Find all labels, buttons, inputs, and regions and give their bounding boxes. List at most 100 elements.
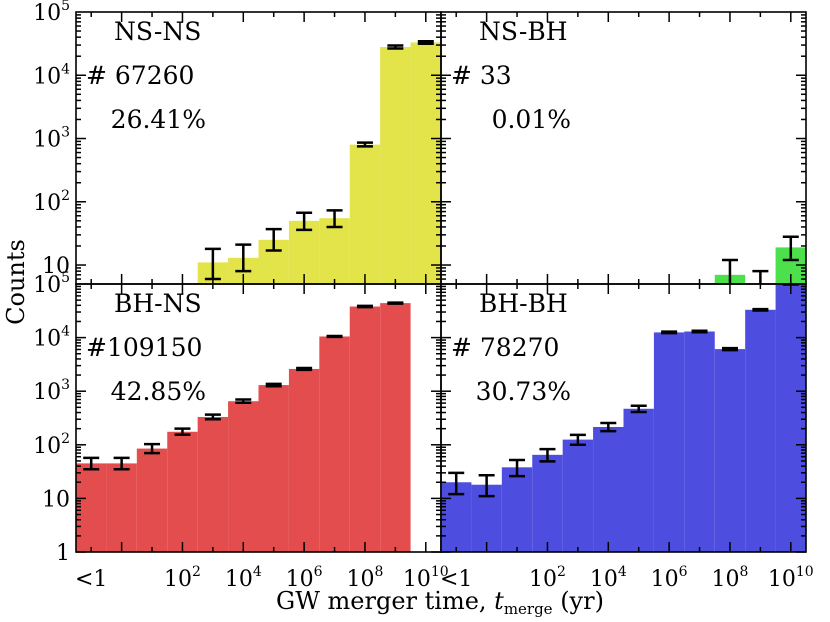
xtick-label-bottom-left-4-base: 10 bbox=[346, 567, 374, 592]
panel-top-left: NS-NS # 67260 26.41% bbox=[75, 11, 442, 285]
xtick-label-bottom-left-0-base: <1 bbox=[75, 567, 107, 592]
bar-bottom-right-6 bbox=[623, 408, 654, 552]
bar-top-left-8 bbox=[319, 218, 350, 284]
bar-bottom-left-9 bbox=[349, 306, 381, 552]
panel-percent-top-left: 26.41% bbox=[111, 105, 206, 134]
xtick-label-bottom-right-1-base: 10 bbox=[529, 567, 557, 592]
ytick-label-bottom-2-exp: 2 bbox=[61, 431, 70, 447]
xtick-label-bottom-left-5-exp: 10 bbox=[431, 564, 449, 580]
x-axis-label-var: t bbox=[494, 587, 504, 615]
ytick-label-top-2: 103 bbox=[33, 125, 70, 153]
x-axis-label-prefix: GW merger time, bbox=[276, 587, 494, 615]
ytick-label-top-2-exp: 3 bbox=[61, 125, 70, 141]
xtick-label-bottom-right-0-base: <1 bbox=[440, 567, 472, 592]
xtick-label-bottom-right-4: 108 bbox=[711, 564, 748, 592]
panel-inner-bottom-right bbox=[441, 284, 806, 552]
panel-count-top-left: # 67260 bbox=[86, 61, 194, 90]
ytick-label-bottom-1-base: 10 bbox=[42, 487, 70, 512]
ytick-label-bottom-4-base: 10 bbox=[33, 327, 61, 352]
bar-bottom-left-3 bbox=[167, 431, 198, 552]
ytick-label-bottom-5: 105 bbox=[33, 270, 70, 298]
panel-count-bottom-left: #109150 bbox=[86, 333, 202, 362]
ticks-top-left bbox=[76, 12, 441, 284]
xtick-label-bottom-left-4-exp: 8 bbox=[374, 564, 383, 580]
panel-top-right: NS-BH # 33 0.01% bbox=[440, 11, 807, 285]
panel-bottom-left: BH-NS #109150 42.85% bbox=[75, 283, 442, 553]
axes-labels-group: <1 102 104 106 108 1010<1 102 104 106 108 10101010… bbox=[33, 0, 814, 592]
ytick-label-top-3-exp: 4 bbox=[61, 61, 70, 77]
ytick-label-bottom-3: 103 bbox=[33, 377, 70, 405]
bar-bottom-left-10 bbox=[380, 303, 411, 552]
ticks-bottom-right bbox=[441, 284, 806, 553]
panel-title-bottom-right: BH-BH bbox=[479, 289, 568, 318]
panel-inner-bottom-left bbox=[76, 301, 411, 552]
xtick-label-bottom-right-5: 1010 bbox=[768, 564, 814, 592]
xtick-label-bottom-left-3-exp: 6 bbox=[314, 564, 323, 580]
xtick-label-bottom-right-2-base: 10 bbox=[590, 567, 618, 592]
xtick-label-bottom-right-5-exp: 10 bbox=[796, 564, 814, 580]
xtick-label-bottom-left-2-base: 10 bbox=[225, 567, 253, 592]
xtick-label-bottom-right-3-exp: 6 bbox=[679, 564, 688, 580]
xtick-label-bottom-left-0: <1 bbox=[75, 567, 107, 592]
xtick-label-bottom-right-2-exp: 4 bbox=[618, 564, 627, 580]
panel-count-top-right: # 33 bbox=[451, 61, 512, 90]
xtick-label-bottom-left-5-base: 10 bbox=[403, 567, 431, 592]
xtick-label-bottom-right-1: 102 bbox=[529, 564, 566, 592]
ytick-label-bottom-4-exp: 4 bbox=[61, 324, 70, 340]
bar-bottom-left-6 bbox=[258, 385, 289, 552]
bar-bottom-left-1 bbox=[106, 463, 137, 552]
xtick-label-bottom-left-1-base: 10 bbox=[164, 567, 192, 592]
bar-bottom-left-2 bbox=[136, 448, 168, 552]
bar-bottom-left-7 bbox=[288, 368, 320, 552]
ytick-label-bottom-1: 10 bbox=[42, 487, 70, 512]
panel-title-bottom-left: BH-NS bbox=[114, 289, 202, 318]
x-axis-label-sub: merge bbox=[504, 600, 553, 618]
xtick-label-bottom-right-3: 106 bbox=[651, 564, 688, 592]
ytick-label-top-3: 104 bbox=[33, 61, 70, 89]
bar-top-left-7 bbox=[288, 220, 320, 284]
xtick-label-bottom-left-1-exp: 2 bbox=[192, 564, 201, 580]
xtick-label-bottom-right-0: <1 bbox=[440, 567, 472, 592]
bar-bottom-right-9 bbox=[714, 349, 746, 552]
panel-inner-top-left bbox=[197, 39, 441, 284]
panel-percent-bottom-right: 30.73% bbox=[476, 377, 571, 406]
panel-percent-bottom-left: 42.85% bbox=[111, 377, 206, 406]
panel-title-top-right: NS-BH bbox=[479, 17, 568, 46]
ytick-label-bottom-2: 102 bbox=[33, 431, 70, 459]
ytick-label-top-1-exp: 2 bbox=[61, 188, 70, 204]
ytick-label-bottom-3-base: 10 bbox=[33, 380, 61, 405]
panel-title-top-left: NS-NS bbox=[114, 17, 201, 46]
bar-bottom-right-8 bbox=[684, 331, 715, 552]
ytick-label-top-4-exp: 5 bbox=[61, 0, 70, 14]
ytick-label-top-1: 102 bbox=[33, 188, 70, 216]
ytick-label-bottom-4: 104 bbox=[33, 324, 70, 352]
bar-bottom-right-10 bbox=[745, 309, 776, 552]
ytick-label-top-0-base: 10 bbox=[42, 254, 70, 279]
xtick-label-bottom-right-1-exp: 2 bbox=[557, 564, 566, 580]
xtick-label-bottom-right-5-base: 10 bbox=[768, 567, 796, 592]
bar-bottom-left-4 bbox=[197, 417, 229, 552]
frame-bottom-right bbox=[440, 283, 807, 553]
ytick-label-bottom-2-base: 10 bbox=[33, 434, 61, 459]
ytick-label-top-1-base: 10 bbox=[33, 191, 61, 216]
xtick-label-bottom-right-3-base: 10 bbox=[651, 567, 679, 592]
ytick-label-bottom-5-base: 10 bbox=[33, 273, 61, 298]
bar-bottom-left-8 bbox=[319, 336, 350, 552]
panels-group: NS-NS # 67260 26.41% NS-BH # 33 0.01% BH-NS #10… bbox=[75, 11, 807, 553]
ticks-top-right bbox=[441, 12, 806, 284]
ticks-bottom-left bbox=[76, 284, 441, 553]
ytick-label-top-4-base: 10 bbox=[33, 1, 61, 26]
xtick-label-bottom-left-2-exp: 4 bbox=[253, 564, 262, 580]
bar-bottom-left-5 bbox=[228, 401, 259, 552]
xtick-label-bottom-left-2: 104 bbox=[225, 564, 262, 592]
xtick-label-bottom-left-3: 106 bbox=[286, 564, 323, 592]
xtick-label-bottom-left-5: 1010 bbox=[403, 564, 449, 592]
x-axis-label-suffix: (yr) bbox=[553, 587, 604, 615]
bar-top-left-9 bbox=[349, 144, 381, 284]
ytick-label-top-0: 10 bbox=[42, 254, 70, 279]
panel-count-bottom-right: # 78270 bbox=[451, 333, 559, 362]
bar-bottom-right-5 bbox=[593, 426, 624, 552]
xtick-label-bottom-right-4-exp: 8 bbox=[739, 564, 748, 580]
ytick-label-top-4: 105 bbox=[33, 0, 70, 26]
